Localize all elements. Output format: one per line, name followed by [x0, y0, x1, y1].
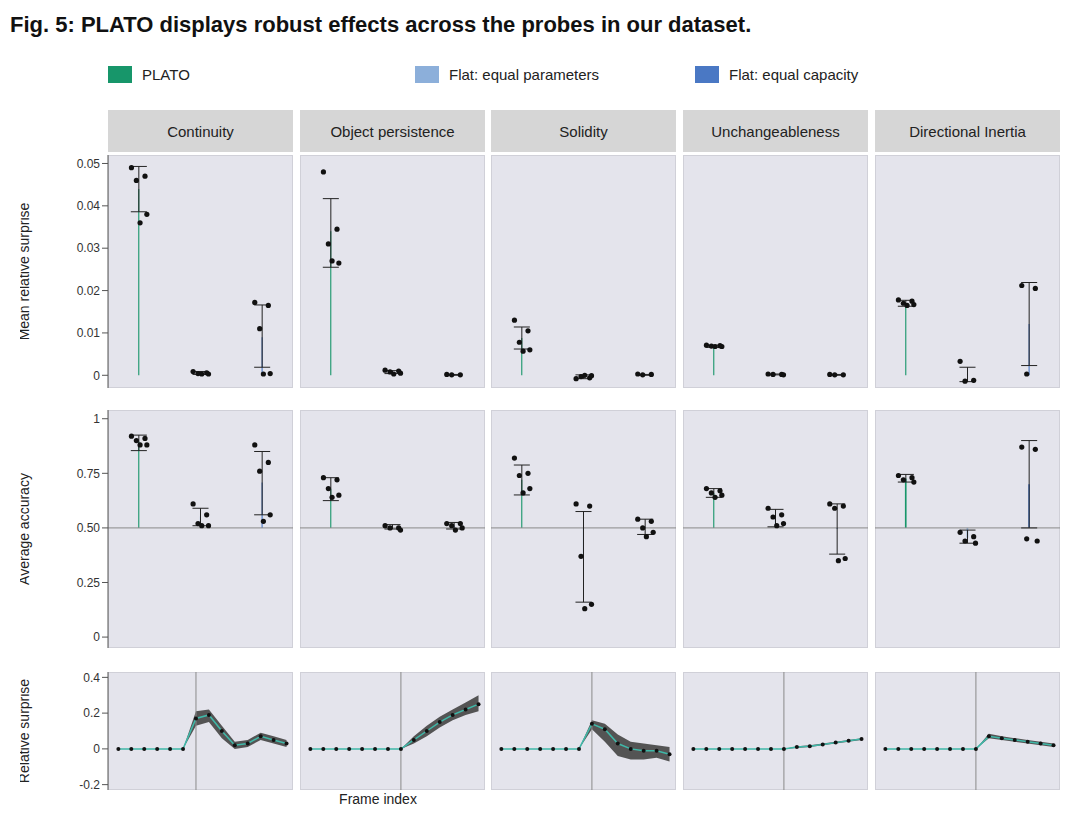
- svg-text:0.4: 0.4: [83, 671, 100, 685]
- svg-text:0.2: 0.2: [83, 706, 100, 720]
- html-text:Frame index: Frame index: [339, 791, 417, 807]
- html-text:Unchangeableness: Unchangeableness: [711, 122, 840, 140]
- svg-text:0.75: 0.75: [77, 467, 101, 481]
- html-text:PLATO: PLATO: [142, 66, 190, 83]
- svg-text:0.25: 0.25: [77, 576, 101, 590]
- svg-text:0: 0: [93, 630, 100, 644]
- svg-text:0.03: 0.03: [77, 241, 101, 255]
- svg-text:0.01: 0.01: [77, 326, 101, 340]
- svg-text:0.05: 0.05: [77, 157, 101, 171]
- html-text:Flat: equal parameters: Flat: equal parameters: [449, 66, 600, 83]
- html-text:Object persistence: Object persistence: [330, 122, 455, 140]
- svg-text:Average accuracy: Average accuracy: [20, 473, 32, 585]
- html-text:Directional Inertia: Directional Inertia: [909, 122, 1026, 140]
- html-text:Continuity: Continuity: [167, 122, 234, 140]
- svg-text:Relative surprise: Relative surprise: [20, 679, 32, 783]
- svg-text:Mean relative surprise: Mean relative surprise: [20, 202, 32, 340]
- html-text:Fig. 5: PLATO displays robust: Fig. 5: PLATO displays robust effects ac…: [10, 12, 752, 37]
- html-text:Flat: equal capacity: Flat: equal capacity: [729, 66, 859, 83]
- svg-text:0.04: 0.04: [77, 199, 101, 213]
- svg-text:0.50: 0.50: [77, 521, 101, 535]
- svg-text:0.02: 0.02: [77, 284, 101, 298]
- svg-text:0: 0: [93, 742, 100, 756]
- svg-text:-0.2: -0.2: [79, 778, 100, 792]
- html-text:Solidity: Solidity: [559, 122, 608, 140]
- svg-text:1: 1: [93, 412, 100, 426]
- svg-text:0: 0: [93, 369, 100, 383]
